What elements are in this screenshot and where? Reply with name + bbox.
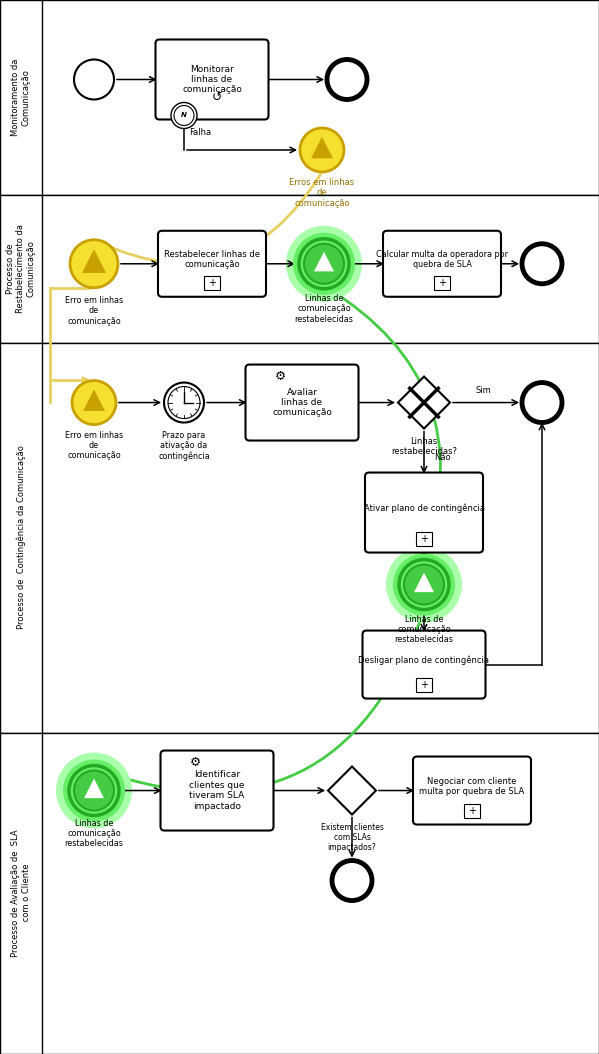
Bar — [464, 803, 480, 818]
Text: Identificar
clientes que
tiveram SLA
impactado: Identificar clientes que tiveram SLA imp… — [189, 770, 245, 811]
Circle shape — [393, 553, 455, 616]
FancyBboxPatch shape — [158, 231, 266, 297]
Bar — [0, 733, 42, 1054]
Text: Linhas de
comunicação
restabelecidas: Linhas de comunicação restabelecidas — [65, 819, 123, 848]
Bar — [434, 276, 450, 290]
Text: Restabelecer linhas de
comunicação: Restabelecer linhas de comunicação — [164, 250, 260, 270]
FancyBboxPatch shape — [413, 757, 531, 824]
Circle shape — [56, 753, 132, 828]
Circle shape — [522, 383, 562, 423]
Circle shape — [522, 243, 562, 284]
Polygon shape — [328, 766, 376, 815]
Text: Erro em linhas
de
comunicação: Erro em linhas de comunicação — [65, 296, 123, 326]
Bar — [204, 276, 220, 290]
Text: Ativar plano de contingência: Ativar plano de contingência — [364, 504, 485, 513]
Text: Linhas de
comunicação
restabelecidas: Linhas de comunicação restabelecidas — [295, 294, 353, 324]
Text: Não: Não — [434, 453, 450, 462]
FancyBboxPatch shape — [383, 231, 501, 297]
Circle shape — [286, 226, 362, 301]
Bar — [416, 531, 432, 546]
Polygon shape — [311, 137, 333, 158]
Text: Monitoramento da
Comunicação: Monitoramento da Comunicação — [11, 59, 31, 136]
Text: Linhas de
comunicação
restabelecidas: Linhas de comunicação restabelecidas — [395, 614, 453, 644]
Circle shape — [74, 59, 114, 99]
Circle shape — [304, 243, 344, 284]
Bar — [0, 343, 42, 733]
Text: Erro em linhas
de
comunicação: Erro em linhas de comunicação — [65, 430, 123, 461]
Circle shape — [332, 860, 372, 900]
Text: ⚙: ⚙ — [274, 370, 286, 383]
Circle shape — [72, 380, 116, 425]
Text: Linhas
restabelecidas?: Linhas restabelecidas? — [391, 436, 457, 456]
Text: Existem clientes
com SLAs
impactados?: Existem clientes com SLAs impactados? — [320, 822, 383, 853]
Text: Desligar plano de contingência: Desligar plano de contingência — [358, 656, 489, 665]
Text: Falha: Falha — [189, 129, 211, 137]
Circle shape — [63, 760, 125, 821]
Text: N: N — [181, 113, 187, 118]
Text: ↺: ↺ — [212, 91, 222, 104]
Text: +: + — [438, 278, 446, 288]
Circle shape — [168, 387, 200, 418]
Text: Erros em linhas
de
comunicação: Erros em linhas de comunicação — [289, 178, 355, 208]
Bar — [0, 733, 599, 1054]
Bar — [0, 343, 599, 733]
Circle shape — [164, 383, 204, 423]
Polygon shape — [398, 376, 450, 429]
Text: Processo de Avaliação de  SLA
 com o Cliente: Processo de Avaliação de SLA com o Clien… — [11, 829, 31, 957]
Polygon shape — [82, 250, 106, 273]
Text: ⚙: ⚙ — [189, 756, 201, 769]
Circle shape — [74, 770, 114, 811]
Bar — [0, 0, 599, 195]
Bar — [0, 0, 42, 195]
FancyBboxPatch shape — [161, 750, 274, 831]
FancyBboxPatch shape — [362, 630, 486, 699]
FancyBboxPatch shape — [246, 365, 358, 441]
FancyBboxPatch shape — [156, 39, 268, 119]
Circle shape — [70, 239, 118, 288]
Text: Prazo para
ativação da
contingência: Prazo para ativação da contingência — [158, 430, 210, 461]
Text: Monitorar
linhas de
comunicação: Monitorar linhas de comunicação — [182, 64, 242, 95]
Text: Sim: Sim — [475, 386, 491, 394]
Text: +: + — [420, 680, 428, 689]
Text: Processo de
Restabelecimento da
Comunicação: Processo de Restabelecimento da Comunica… — [6, 225, 36, 313]
Circle shape — [300, 128, 344, 172]
Text: +: + — [420, 533, 428, 544]
Polygon shape — [314, 252, 334, 271]
Text: +: + — [208, 278, 216, 288]
Circle shape — [386, 547, 462, 623]
Text: Processo de  Contingência da Comunicação: Processo de Contingência da Comunicação — [16, 446, 26, 629]
Polygon shape — [414, 572, 434, 592]
Text: Negociar com cliente
multa por quebra de SLA: Negociar com cliente multa por quebra de… — [419, 777, 525, 796]
Text: Calcular multa da operadora por
quebra de SLA: Calcular multa da operadora por quebra d… — [376, 250, 508, 270]
Text: Avaliar
linhas de
comunicação: Avaliar linhas de comunicação — [272, 388, 332, 417]
Polygon shape — [83, 389, 105, 411]
Text: +: + — [468, 805, 476, 816]
FancyBboxPatch shape — [365, 472, 483, 552]
Circle shape — [174, 105, 194, 125]
Circle shape — [171, 102, 197, 129]
Polygon shape — [84, 779, 104, 798]
Circle shape — [404, 565, 444, 605]
Circle shape — [327, 59, 367, 99]
Bar — [0, 195, 599, 343]
Circle shape — [293, 233, 355, 295]
Bar — [416, 678, 432, 691]
Bar — [0, 195, 42, 343]
